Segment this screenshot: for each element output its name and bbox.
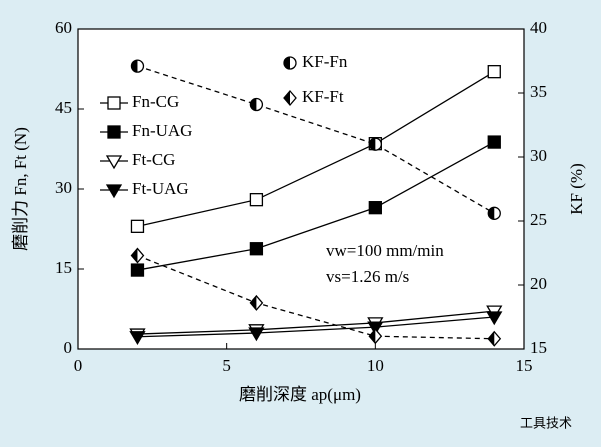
marker-shape [487,65,501,79]
marker [249,97,264,112]
marker [249,242,264,256]
x-tick-label: 5 [222,356,231,375]
marker-shape [284,57,290,69]
marker [368,328,383,345]
marker-shape [367,321,384,336]
legend-label: Fn-CG [132,92,179,111]
marker [130,247,145,264]
marker [105,184,123,199]
marker-shape [105,184,123,199]
marker-shape [369,138,376,151]
marker [248,327,265,342]
marker-shape [368,201,382,215]
series-line [137,310,495,335]
marker [105,155,123,170]
y2-tick-label: 15 [530,338,547,357]
marker-shape [249,242,264,256]
series-line [137,65,495,214]
y2-axis-label: KF (%) [567,163,586,214]
marker-shape [131,248,138,263]
marker [367,321,384,336]
marker [249,294,264,311]
watermark: 工具技术 [520,417,572,432]
marker-shape [488,207,495,220]
plot-area [78,29,524,349]
marker-shape [486,311,503,326]
marker-shape [250,98,257,111]
legend-label: Ft-CG [132,150,175,169]
marker [487,135,501,149]
marker-shape [130,263,145,277]
marker-shape [248,327,265,342]
legend-label: KF-Fn [302,52,348,71]
series-line [137,254,495,340]
marker [368,137,382,151]
marker [107,125,121,139]
marker-shape [130,219,145,233]
marker [487,65,501,79]
legend-label: KF-Ft [302,87,344,106]
series-line [137,141,495,271]
series-line [137,316,495,338]
y2-tick-label: 40 [530,18,547,37]
y-tick-label: 60 [55,18,72,37]
marker-shape [107,125,121,139]
marker-shape [131,60,138,73]
marker-shape [129,331,146,346]
y2-tick-label: 20 [530,274,547,293]
marker [487,206,501,220]
marker [368,201,382,215]
y-axis-label: 磨削力 Fn, Ft (N) [11,127,30,251]
marker [249,193,264,207]
marker [107,96,121,110]
marker-shape [369,329,376,344]
marker [130,59,145,73]
y2-tick-label: 30 [530,146,547,165]
y-tick-label: 15 [55,258,72,277]
marker-shape [284,91,290,105]
y2-tick-label: 25 [530,210,547,229]
marker-shape [250,295,257,310]
x-tick-label: 15 [516,356,533,375]
y-tick-label: 0 [64,338,73,357]
marker [129,331,146,346]
y2-tick-label: 35 [530,82,547,101]
annotation: vw=100 mm/min [326,241,444,260]
legend-label: Ft-UAG [132,179,189,198]
marker [487,330,502,347]
y-tick-label: 30 [55,178,72,197]
series-line [137,71,495,227]
x-tick-label: 10 [367,356,384,375]
marker-shape [249,193,264,207]
marker-shape [107,96,121,110]
marker-shape [487,135,501,149]
x-tick-label: 0 [74,356,83,375]
y-tick-label: 45 [55,98,72,117]
marker-shape [488,331,495,346]
x-axis-label: 磨削深度 ap(μm) [239,385,361,404]
marker [130,263,145,277]
marker [130,219,145,233]
marker-shape [105,155,123,170]
marker [283,56,297,70]
marker [486,311,503,326]
annotation: vs=1.26 m/s [326,267,409,286]
marker [283,90,297,106]
legend-label: Fn-UAG [132,121,192,140]
